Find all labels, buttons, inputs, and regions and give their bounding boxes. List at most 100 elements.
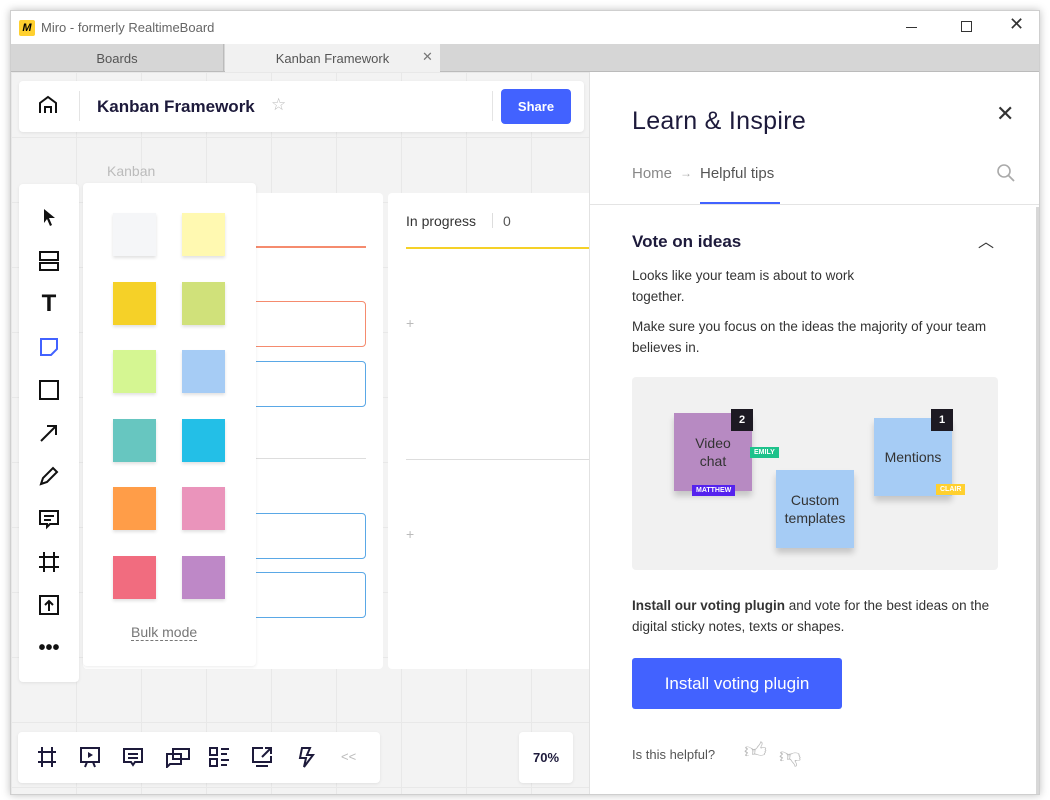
sticky-color-swatch[interactable] — [182, 418, 225, 462]
sticky-note-video-chat: Video chat — [674, 413, 752, 491]
install-rest-text: and vote for the best ideas on the digit… — [632, 598, 990, 634]
upload-tool[interactable] — [19, 588, 79, 622]
lightning-icon[interactable] — [295, 746, 317, 768]
templates-icon — [39, 251, 59, 271]
screen-share-icon[interactable] — [251, 746, 273, 768]
comment-icon — [39, 510, 59, 530]
breadcrumb-home[interactable]: Home — [632, 165, 673, 182]
divider — [590, 204, 1039, 205]
column-accent-line — [406, 247, 606, 249]
tab-kanban-framework[interactable]: Kanban Framework — [225, 44, 440, 72]
comments-icon[interactable] — [122, 746, 144, 768]
sticky-color-swatch[interactable] — [113, 555, 156, 599]
kanban-column-in-progress: In progress 0 + + — [388, 193, 606, 669]
collapse-toolbar-button[interactable]: << — [341, 749, 357, 764]
panel-scrollbar[interactable] — [1036, 207, 1039, 794]
sticky-note-custom-templates: Custom templates — [776, 470, 854, 548]
tab-boards[interactable]: Boards — [11, 44, 224, 72]
star-icon[interactable]: ☆ — [271, 95, 287, 114]
sticky-color-swatch[interactable] — [182, 555, 225, 599]
install-voting-plugin-button[interactable]: Install voting plugin — [632, 658, 842, 709]
share-button[interactable]: Share — [501, 89, 571, 124]
app-window: M Miro - formerly RealtimeBoard ✕ Boards… — [10, 10, 1040, 795]
text-tool[interactable]: T — [41, 290, 57, 317]
bottom-toolbar: << — [18, 732, 380, 783]
voting-illustration: Video chat 2 EMILY MATTHEW Custom templa… — [632, 377, 998, 570]
divider — [492, 91, 493, 121]
collapse-section-icon[interactable]: ︿ — [978, 234, 995, 251]
board-header: Kanban Framework ☆ Share — [19, 81, 584, 132]
pen-tool[interactable] — [19, 459, 79, 493]
shape-tool[interactable] — [19, 373, 79, 407]
tab-label: Kanban Framework — [275, 50, 390, 66]
vote-badge: 2 — [731, 409, 753, 431]
frame-tool[interactable] — [19, 545, 79, 579]
arrow-tool[interactable] — [19, 416, 79, 450]
frames-icon[interactable] — [36, 746, 58, 768]
select-tool[interactable] — [19, 200, 79, 234]
breadcrumb-arrow: → — [680, 166, 692, 180]
sticky-color-swatch[interactable] — [113, 281, 156, 325]
column-accent-line — [253, 246, 366, 248]
cursor-tag-emily: EMILY — [750, 447, 779, 458]
arrow-icon — [40, 425, 57, 442]
learn-inspire-panel: Learn & Inspire ✕ Home → Helpful tips Vo… — [589, 72, 1039, 794]
sticky-color-swatch[interactable] — [113, 350, 156, 393]
column-title[interactable]: In progress — [406, 213, 477, 229]
home-icon[interactable] — [37, 94, 59, 121]
templates-tool[interactable] — [19, 244, 79, 278]
title-bar: M Miro - formerly RealtimeBoard ✕ — [11, 11, 1039, 44]
cursor-icon — [44, 209, 55, 226]
sticky-note-palette: Bulk mode — [83, 183, 256, 666]
sticky-color-swatch[interactable] — [113, 213, 156, 256]
cursor-tag-clair: CLAIR — [936, 484, 966, 495]
frame-label: Kanban — [107, 163, 156, 179]
minimize-button[interactable] — [906, 27, 917, 28]
more-tools-button[interactable]: ••• — [38, 636, 60, 659]
sticky-color-swatch[interactable] — [182, 350, 225, 393]
add-card-button[interactable]: + — [406, 315, 415, 331]
sticky-color-swatch[interactable] — [182, 487, 225, 530]
sticky-color-swatch[interactable] — [113, 418, 156, 462]
sticky-note-icon — [40, 338, 58, 356]
thumbs-up-icon[interactable]: 👍︎ — [744, 738, 767, 763]
presentation-icon[interactable] — [79, 746, 101, 768]
install-bold-text: Install our voting plugin — [632, 598, 785, 613]
upload-icon — [39, 595, 59, 615]
close-panel-icon[interactable]: ✕ — [996, 101, 1015, 126]
close-window-button[interactable]: ✕ — [1009, 14, 1025, 34]
cards-icon[interactable] — [208, 746, 230, 768]
column-count: 0 — [503, 213, 511, 229]
divider — [253, 458, 366, 459]
bulk-mode-link[interactable]: Bulk mode — [131, 624, 198, 641]
maximize-button[interactable] — [961, 21, 972, 32]
tab-close-icon[interactable]: ✕ — [422, 49, 433, 64]
breadcrumb-current[interactable]: Helpful tips — [700, 165, 775, 182]
sticky-color-swatch[interactable] — [182, 213, 225, 256]
board-canvas[interactable]: Kanban Framework ☆ Share Kanban In progr… — [11, 72, 606, 794]
paragraph-1: Looks like your team is about to work to… — [632, 268, 855, 304]
window-title: Miro - formerly RealtimeBoard — [41, 20, 215, 35]
miro-logo-icon: M — [19, 20, 35, 36]
sticky-color-swatch[interactable] — [182, 281, 225, 325]
vote-badge: 1 — [931, 409, 953, 431]
cursor-tag-matthew: MATTHEW — [692, 485, 736, 496]
divider — [406, 459, 606, 460]
thumbs-down-icon[interactable]: 👎︎ — [779, 743, 802, 768]
search-icon[interactable] — [996, 163, 1016, 183]
frame-icon — [39, 552, 59, 572]
active-tab-underline — [700, 202, 780, 204]
board-title[interactable]: Kanban Framework — [97, 97, 255, 116]
paragraph-2: Make sure you focus on the ideas the maj… — [632, 319, 987, 355]
left-toolbar: T ••• — [19, 184, 79, 682]
add-card-button[interactable]: + — [406, 526, 415, 542]
sticky-note-tool[interactable] — [19, 330, 79, 364]
divider — [492, 213, 493, 228]
divider — [79, 91, 80, 121]
section-title: Vote on ideas — [632, 232, 742, 251]
comment-tool[interactable] — [19, 502, 79, 536]
zoom-level[interactable]: 70% — [519, 732, 573, 783]
panel-title: Learn & Inspire — [632, 107, 807, 135]
chat-icon[interactable] — [165, 746, 191, 768]
sticky-color-swatch[interactable] — [113, 487, 156, 530]
